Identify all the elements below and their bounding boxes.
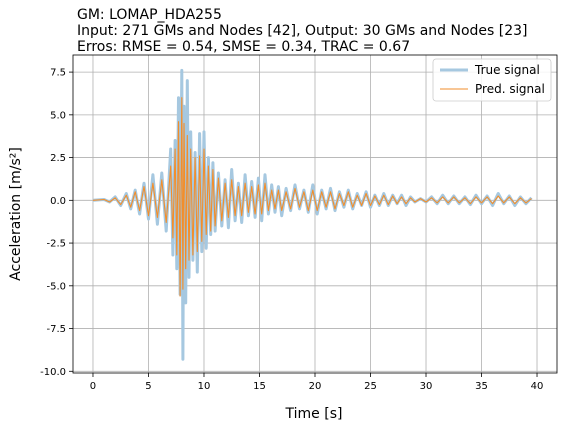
y-axis-ticks: -10.0 -7.5 -5.0 -2.5 0.0 2.5 5.0 7.5 — [40, 68, 73, 378]
y-tick-label: -7.5 — [46, 324, 66, 335]
x-tick-label: 5 — [145, 381, 151, 392]
x-tick-label: 30 — [420, 381, 433, 392]
y-tick-label: 0.0 — [50, 196, 66, 207]
x-tick-label: 20 — [309, 381, 322, 392]
x-tick-label: 0 — [90, 381, 96, 392]
x-tick-label: 40 — [531, 381, 544, 392]
legend-label-true-signal: True signal — [474, 63, 540, 77]
y-tick-label: 5.0 — [50, 110, 66, 121]
y-tick-label: -2.5 — [46, 239, 66, 250]
plot-series — [92, 68, 533, 361]
y-tick-label: -5.0 — [46, 281, 66, 292]
x-axis-ticks: 0 5 10 15 20 25 30 35 40 — [90, 373, 544, 392]
title-line-2: Input: 271 GMs and Nodes [42], Output: 3… — [77, 23, 528, 39]
y-axis-label: Acceleration [m/s²] — [8, 147, 24, 281]
y-tick-label: -10.0 — [40, 367, 66, 378]
y-tick-label: 7.5 — [50, 68, 66, 79]
title-line-1: GM: LOMAP_HDA255 — [77, 7, 222, 23]
title-line-3: Erros: RMSE = 0.54, SMSE = 0.34, TRAC = … — [77, 39, 410, 55]
x-tick-label: 10 — [198, 381, 211, 392]
legend-label-pred-signal: Pred. signal — [475, 82, 545, 96]
series-line-true-signal — [92, 68, 533, 361]
legend: True signal Pred. signal — [432, 58, 552, 102]
series-line-pred-signal — [92, 97, 532, 297]
x-tick-label: 35 — [475, 381, 488, 392]
x-tick-label: 25 — [364, 381, 377, 392]
x-axis-label: Time [s] — [285, 406, 343, 422]
grid — [73, 55, 557, 373]
chart-title: GM: LOMAP_HDA255 Input: 271 GMs and Node… — [77, 7, 528, 55]
y-tick-label: 2.5 — [50, 153, 66, 164]
x-tick-label: 15 — [253, 381, 266, 392]
